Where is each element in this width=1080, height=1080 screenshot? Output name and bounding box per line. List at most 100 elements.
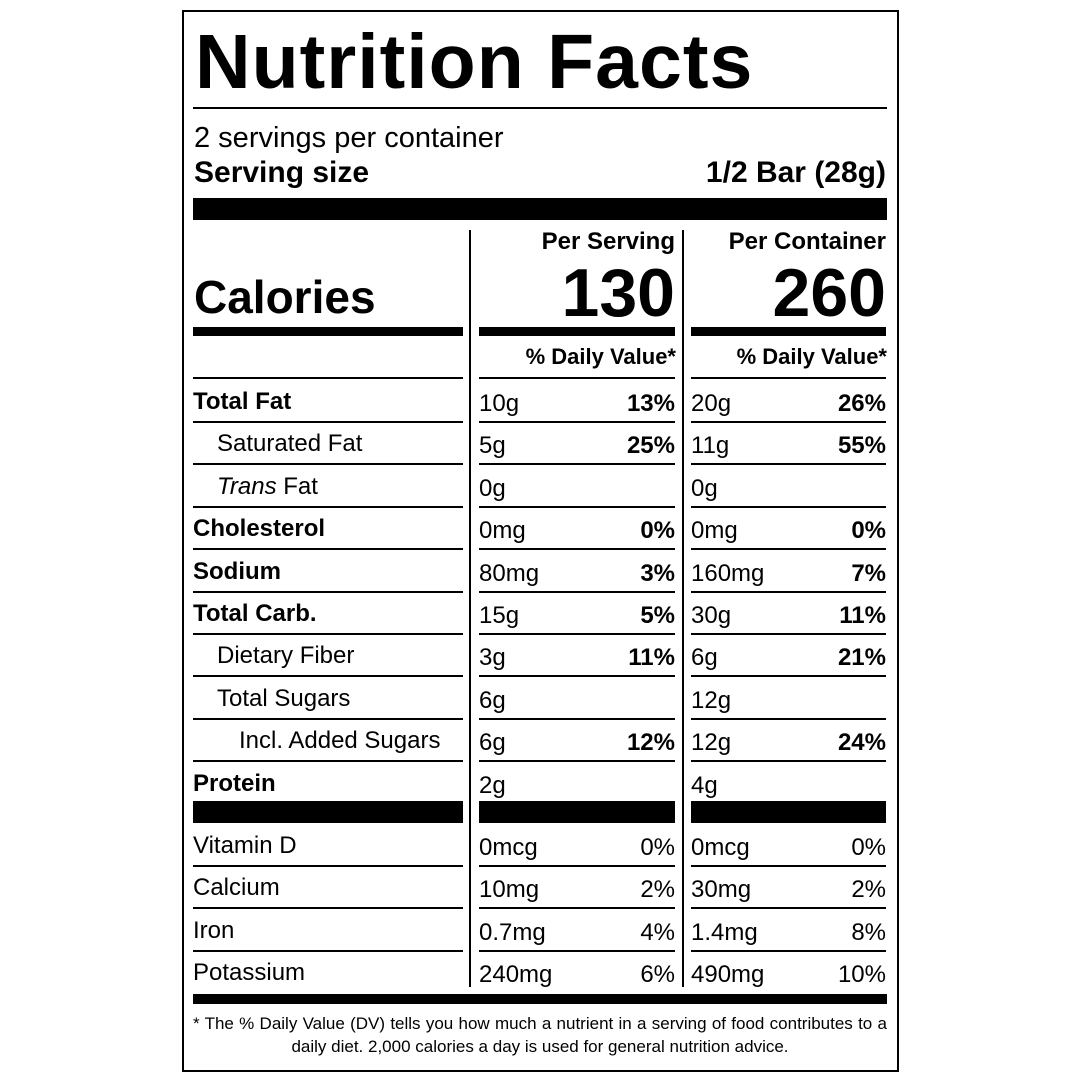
- nutrient-name: Dietary Fiber: [217, 642, 355, 670]
- amount: 160mg: [691, 559, 765, 587]
- rule: [479, 949, 675, 952]
- rule: [193, 760, 463, 763]
- daily-value: 10%: [837, 961, 886, 989]
- serving-size-label: Serving size: [194, 156, 370, 189]
- amount: 6g: [691, 644, 718, 672]
- rule: [193, 633, 463, 635]
- amount: 6g: [479, 686, 506, 714]
- daily-value: 2%: [640, 876, 675, 904]
- daily-value: 11%: [839, 602, 886, 629]
- rule: [479, 633, 675, 635]
- rule: [479, 717, 675, 720]
- nutrient-name: Iron: [193, 916, 235, 944]
- thick-rule: [193, 198, 887, 220]
- daily-value: 24%: [837, 729, 886, 757]
- label-border: [182, 10, 899, 1072]
- nutrient-name-part: Fat: [283, 472, 318, 500]
- amount: 80mg: [479, 559, 540, 587]
- amount: 11g: [691, 432, 730, 460]
- servings: 2 servings per container: [194, 122, 504, 154]
- rule: [691, 675, 886, 678]
- nutrient-name: Potassium: [193, 959, 306, 987]
- daily-value: 2%: [851, 876, 886, 904]
- rule: [479, 675, 675, 678]
- rule: [691, 633, 886, 635]
- daily-value: 0%: [851, 834, 886, 861]
- rule: [479, 377, 675, 379]
- rule: [193, 949, 463, 952]
- nutrient-name: Total Fat: [193, 388, 292, 415]
- rule: [691, 949, 886, 952]
- daily-value: 13%: [626, 390, 675, 417]
- daily-value: 0%: [851, 517, 886, 545]
- amount: 240mg: [479, 961, 553, 989]
- rule: [479, 505, 675, 508]
- rule: [193, 675, 463, 678]
- calories-value: 130: [561, 255, 675, 331]
- rule: [691, 717, 886, 720]
- amount: 15g: [479, 602, 520, 629]
- calories-label: Calories: [194, 271, 376, 323]
- rule: [193, 107, 887, 109]
- amount: 12g: [691, 686, 732, 714]
- rule: [691, 907, 886, 910]
- rule: [479, 760, 675, 763]
- amount: 0g: [479, 474, 506, 502]
- nutrient-name: Calcium: [193, 874, 280, 902]
- amount: 0mg: [691, 517, 738, 545]
- footnote: * The % Daily Value (DV) tells you how m…: [193, 1014, 887, 1056]
- amount: 0mg: [479, 517, 526, 545]
- rule: [193, 421, 463, 423]
- nutrient-name: Trans Fat: [217, 466, 318, 508]
- daily-value: 21%: [837, 644, 886, 672]
- dv-header: % Daily Value*: [525, 344, 676, 369]
- thick-rule: [479, 801, 675, 823]
- rule: [691, 463, 886, 466]
- thick-rule: [193, 327, 463, 336]
- rule: [193, 590, 463, 593]
- rule: [193, 865, 463, 867]
- nutrient-name: Incl. Added Sugars: [239, 727, 441, 755]
- rule: [479, 907, 675, 910]
- amount: 2g: [479, 771, 506, 799]
- rule: [691, 590, 886, 593]
- daily-value: 7%: [851, 559, 886, 587]
- rule: [193, 377, 463, 379]
- rule: [193, 907, 463, 910]
- rule: [691, 865, 886, 867]
- rule: [193, 505, 463, 508]
- nutrient-name: Cholesterol: [193, 515, 326, 543]
- rule: [691, 505, 886, 508]
- column-divider: [469, 230, 471, 987]
- rule: [479, 590, 675, 593]
- daily-value: 3%: [640, 559, 675, 587]
- rule: [193, 463, 463, 466]
- daily-value: 11%: [628, 644, 675, 672]
- calories-value: 260: [772, 255, 886, 331]
- amount: 0.7mg: [479, 918, 546, 946]
- rule: [479, 463, 675, 466]
- amount: 30g: [691, 602, 732, 629]
- amount: 490mg: [691, 961, 765, 989]
- amount: 4g: [691, 771, 718, 799]
- amount: 10mg: [479, 876, 540, 904]
- amount: 0g: [691, 474, 718, 502]
- thick-rule: [479, 327, 675, 336]
- amount: 1.4mg: [691, 918, 758, 946]
- amount: 0mcg: [691, 834, 750, 861]
- daily-value: 8%: [851, 918, 886, 946]
- column-header: Per Container: [728, 228, 886, 255]
- rule: [479, 865, 675, 867]
- daily-value: 25%: [626, 432, 675, 460]
- rule: [479, 421, 675, 423]
- amount: 0mcg: [479, 834, 538, 861]
- rule: [691, 760, 886, 763]
- column-divider: [682, 230, 684, 987]
- amount: 20g: [691, 390, 732, 417]
- nutrient-name: Total Sugars: [217, 684, 351, 712]
- rule: [193, 717, 463, 720]
- title: Nutrition Facts: [195, 19, 754, 105]
- nutrient-name-part: Trans: [217, 472, 277, 500]
- amount: 5g: [479, 432, 506, 460]
- thick-rule: [193, 801, 463, 823]
